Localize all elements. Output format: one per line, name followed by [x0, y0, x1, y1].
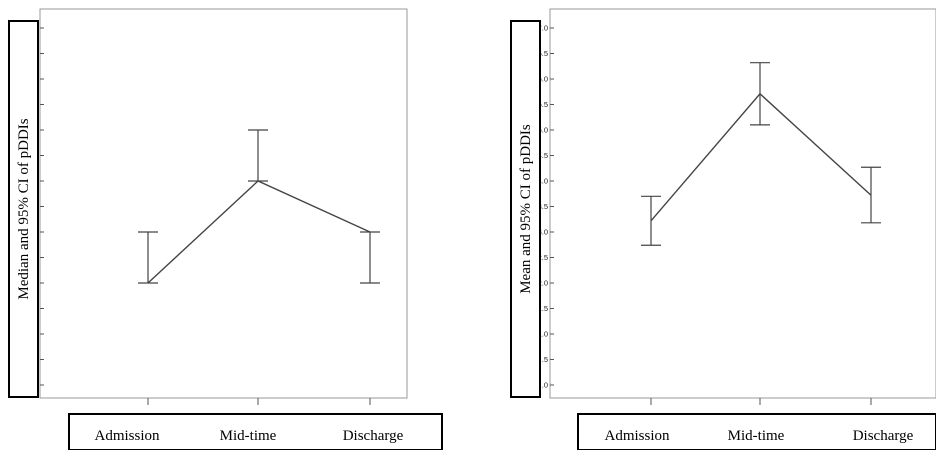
x-category-label: Mid-time	[220, 428, 277, 444]
y-axis-label: Mean and 95% CI of pDDIs	[518, 124, 534, 294]
category-labels: Admission Mid-time Discharge	[604, 428, 913, 444]
y-tick-label: 6.0	[538, 75, 548, 84]
x-category-label: Discharge	[343, 428, 404, 444]
series-line	[147, 180, 371, 284]
y-tick-label: 5.5	[538, 100, 548, 109]
x-category-label: Admission	[604, 428, 670, 444]
x-category-label: Admission	[94, 428, 160, 444]
y-tick-label: .5	[542, 355, 548, 364]
mean-chart-panel: 7.0 6.5 6.0 5.5 5.0 4.5 4.0 3.5 3.0 2.5 2.0 1.5 1.0.…	[510, 8, 936, 450]
y-axis-label-box	[8, 20, 39, 398]
x-axis	[650, 398, 872, 405]
plot-frame	[549, 8, 936, 399]
y-axis-label-box	[510, 20, 541, 398]
y-tick-label: 1.5	[538, 304, 548, 313]
x-category-label: Mid-time	[728, 428, 785, 444]
x-axis-label-box	[68, 413, 443, 450]
x-axis	[147, 398, 371, 405]
y-tick-label: 5.0	[538, 126, 548, 135]
y-tick-label: 3.5	[538, 202, 548, 211]
series-line-path	[147, 180, 371, 284]
y-tick-label: 3.0	[538, 228, 548, 237]
x-axis-label-box	[577, 413, 936, 450]
plot-frame	[39, 8, 408, 399]
y-tick-label: 1.0	[538, 330, 548, 339]
y-axis: 7.0 6.5 6.0 5.5 5.0 4.5 4.0 3.5 3.0 2.5 2.0 1.5 1.0.…	[538, 24, 554, 390]
y-tick-label: 2.5	[538, 253, 548, 262]
median-chart-panel: 7.06.56.05.55.04.54.03.53.02.52.01.51.0.…	[8, 8, 443, 450]
y-tick-label: .0	[542, 381, 548, 390]
series-line	[650, 92, 872, 222]
y-tick-label: 7.0	[538, 24, 548, 33]
y-axis-label: Median and 95% CI of pDDIs	[16, 118, 32, 299]
y-tick-label: 2.0	[538, 279, 548, 288]
y-tick-label: 4.5	[538, 151, 548, 160]
x-category-label: Discharge	[853, 428, 914, 444]
y-tick-label: 6.5	[538, 49, 548, 58]
series-line-path	[650, 92, 872, 222]
category-labels: Admission Mid-time Discharge	[94, 428, 403, 444]
y-tick-label: 4.0	[538, 177, 548, 186]
